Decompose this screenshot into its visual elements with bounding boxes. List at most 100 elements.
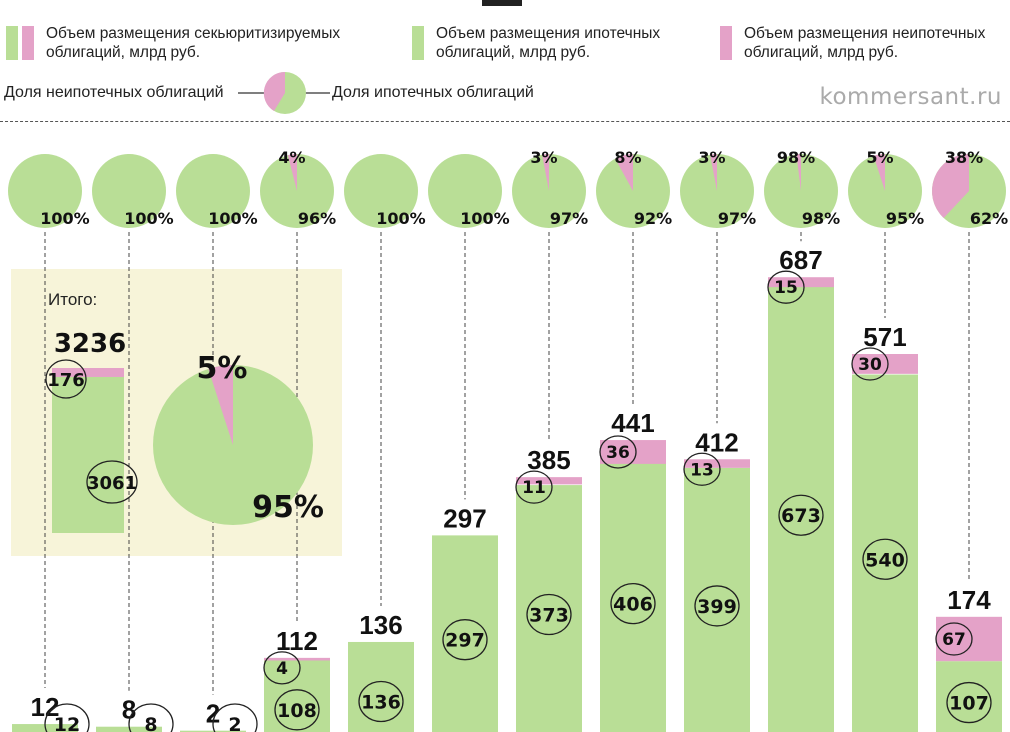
bar-mortgage — [432, 535, 498, 732]
bar-total-label: 571 — [863, 322, 906, 352]
pie-mortgage-pct: 100% — [40, 209, 89, 228]
share-pie — [344, 154, 418, 228]
mortgage-value-circle — [44, 703, 90, 732]
non-mortgage-value-circle — [515, 470, 553, 504]
share-pie-non-mortgage-slice — [931, 154, 969, 218]
legend-securitized-swatch — [6, 24, 36, 64]
mortgage-value-label: 297 — [445, 630, 485, 652]
bar-non-mortgage — [684, 459, 750, 468]
legend-non-mortgage-swatch — [720, 24, 734, 64]
mortgage-value-circle — [212, 703, 258, 732]
non-mortgage-value-circle — [935, 622, 973, 656]
non-mortgage-value-circle — [851, 347, 889, 381]
non-mortgage-value-label: 4 — [276, 659, 288, 679]
bar-total-label: 412 — [695, 427, 738, 457]
pie-mortgage-pct: 98% — [802, 209, 840, 228]
bar-mortgage — [600, 463, 666, 732]
summary-total-label: 3236 — [54, 329, 126, 359]
bar-mortgage — [96, 726, 162, 732]
pie-mortgage-pct: 92% — [634, 209, 672, 228]
bar-mortgage — [936, 661, 1002, 732]
summary-title: Итого: — [48, 290, 98, 309]
non-mortgage-value-circle — [263, 651, 301, 685]
bar-mortgage — [768, 286, 834, 732]
pie-non-mortgage-pct: 8% — [614, 148, 641, 167]
mortgage-value-circle — [128, 703, 174, 732]
share-pie-non-mortgage-slice — [615, 154, 633, 191]
non-mortgage-value-label: 30 — [858, 355, 882, 375]
mortgage-value-label: 107 — [949, 693, 989, 715]
bar-mortgage — [852, 374, 918, 732]
non-mortgage-value-circle — [683, 452, 721, 486]
share-pie-non-mortgage-slice — [542, 154, 549, 191]
bar-total-label: 8 — [122, 695, 136, 725]
pie-mortgage-pct: 100% — [124, 209, 173, 228]
mortgage-value-circle — [610, 582, 656, 625]
bar-mortgage — [180, 730, 246, 732]
mortgage-value-circle — [442, 619, 488, 661]
mortgage-value-label: 136 — [361, 691, 401, 713]
share-pie-non-mortgage-slice — [710, 154, 717, 191]
bar-total-label: 136 — [359, 610, 402, 640]
legend-pie-icon — [238, 71, 330, 114]
bar-non-mortgage — [768, 277, 834, 288]
non-mortgage-value-circle — [599, 435, 637, 469]
share-pie — [92, 154, 166, 228]
pie-mortgage-pct: 95% — [886, 209, 924, 228]
bar-total-label: 297 — [443, 503, 486, 533]
pie-non-mortgage-pct: 3% — [530, 148, 557, 167]
non-mortgage-value-label: 36 — [606, 443, 630, 463]
bar-total-label: 441 — [611, 408, 654, 438]
summary-mortgage-label: 3061 — [87, 473, 137, 494]
legend-divider — [0, 121, 1010, 122]
summary-bar-mortgage — [52, 376, 124, 533]
non-mortgage-value-label: 13 — [690, 460, 714, 480]
share-pie-non-mortgage-slice — [873, 154, 885, 191]
share-pie — [8, 154, 82, 228]
mortgage-value-circle — [358, 680, 404, 723]
bar-mortgage — [684, 467, 750, 732]
pie-mortgage-pct: 96% — [298, 209, 336, 228]
legend-non-mortgage: Объем размещения неипотечных облигаций, … — [720, 24, 985, 64]
mortgage-value-label: 8 — [144, 714, 157, 732]
mortgage-value-circle — [778, 494, 824, 536]
mortgage-value-circle — [274, 689, 320, 731]
pie-non-mortgage-pct: 3% — [698, 148, 725, 167]
bar-total-label: 687 — [779, 245, 822, 275]
bar-non-mortgage — [852, 353, 918, 374]
bar-total-label: 174 — [947, 585, 991, 615]
bar-non-mortgage — [516, 477, 582, 485]
legend-securitized: Объем размещения секьюритизируемых облиг… — [6, 24, 340, 64]
legend-mortgage-label: Объем размещения ипотечных облигаций, мл… — [436, 25, 661, 61]
summary-non-mortgage-circle — [45, 359, 87, 399]
mortgage-value-circle — [694, 585, 740, 627]
pie-non-mortgage-pct: 5% — [866, 148, 893, 167]
pie-non-mortgage-pct: 38% — [945, 148, 983, 167]
bar-total-label: 385 — [527, 445, 570, 475]
summary-mortgage-circle — [86, 460, 138, 504]
pie-non-mortgage-pct: 98% — [777, 148, 815, 167]
pie-mortgage-pct: 97% — [718, 209, 756, 228]
mortgage-value-label: 399 — [697, 596, 737, 618]
share-pie-non-mortgage-slice — [287, 154, 297, 191]
mortgage-value-label: 373 — [529, 605, 569, 627]
summary-non-mortgage-label: 176 — [47, 370, 85, 391]
non-mortgage-value-circle — [767, 270, 805, 304]
brand-watermark: kommersant.ru — [819, 84, 1002, 110]
non-mortgage-value-label: 67 — [942, 630, 966, 650]
share-pie-non-mortgage-slice — [796, 154, 801, 191]
non-mortgage-value-label: 15 — [774, 278, 798, 298]
mortgage-value-label: 673 — [781, 505, 821, 527]
mortgage-value-label: 2 — [228, 714, 241, 732]
share-pie — [176, 154, 250, 228]
legend-mortgage-share-label: Доля ипотечных облигаций — [332, 84, 534, 101]
mortgage-value-label: 406 — [613, 594, 653, 616]
pie-mortgage-pct: 100% — [376, 209, 425, 228]
non-mortgage-value-label: 11 — [522, 478, 546, 498]
legend-securitized-label: Объем размещения секьюритизируемых облиг… — [46, 25, 341, 61]
mortgage-value-circle — [862, 538, 908, 580]
bar-mortgage — [348, 641, 414, 732]
bar-mortgage — [516, 485, 582, 732]
pie-mortgage-pct: 62% — [970, 209, 1008, 228]
